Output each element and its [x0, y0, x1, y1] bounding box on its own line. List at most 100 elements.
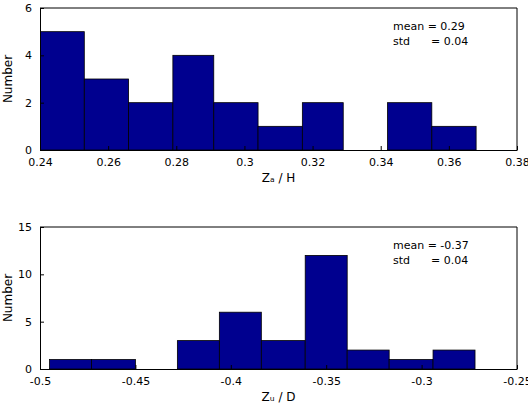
tick: 6 [25, 2, 44, 15]
tick-mark [231, 365, 232, 369]
tick: -0.4 [221, 365, 242, 388]
tick: 0 [25, 144, 44, 157]
tick-mark [40, 369, 44, 370]
tick-label: -0.3 [411, 375, 432, 388]
bar [50, 360, 92, 369]
tick-mark [40, 274, 44, 275]
tick-label: 4 [25, 49, 32, 62]
tick: 0.36 [437, 146, 462, 169]
bar [432, 126, 476, 150]
axis-line [40, 9, 41, 151]
tick-label: 0.26 [96, 156, 121, 169]
bar [305, 255, 347, 369]
tick-label: 6 [25, 2, 32, 15]
bar [433, 350, 475, 369]
annotation: mean = 0.29 [393, 20, 465, 33]
axis-line [40, 228, 41, 370]
tick-label: 0.32 [301, 156, 326, 169]
tick: 10 [18, 268, 44, 281]
tick-mark [40, 8, 44, 9]
tick-label: 0.24 [28, 156, 53, 169]
tick: -0.3 [411, 365, 432, 388]
tick: 0.3 [236, 146, 254, 169]
tick-label: 0.3 [236, 156, 254, 169]
bar [173, 55, 214, 150]
frame [517, 227, 518, 369]
y-axis-title: Number [1, 55, 15, 103]
bar [219, 312, 261, 369]
tick: 4 [25, 49, 44, 62]
bar [40, 32, 84, 150]
tick: 0.28 [165, 146, 190, 169]
tick: 0 [25, 363, 44, 376]
tick: -0.35 [312, 365, 340, 388]
tick-label: 2 [25, 97, 32, 110]
chart: -0.5-0.45-0.4-0.35-0.3-0.25051015Zᵤ / DN… [1, 221, 528, 404]
bar [389, 360, 433, 369]
bars [40, 32, 476, 150]
bar [302, 103, 343, 150]
tick: 2 [25, 97, 44, 110]
y-axis-title: Number [1, 274, 15, 322]
tick-mark [244, 146, 245, 150]
tick-label: -0.5 [30, 375, 51, 388]
tick-label: 15 [18, 221, 32, 234]
frame [517, 8, 518, 150]
bar [92, 360, 136, 369]
tick-mark [40, 322, 44, 323]
frame [40, 227, 517, 228]
tick-mark [40, 55, 44, 56]
tick-mark [40, 150, 44, 151]
tick-label: 5 [25, 316, 32, 329]
annotation: std = 0.04 [393, 254, 468, 267]
tick: -0.25 [503, 365, 528, 388]
annotation: std = 0.04 [393, 35, 468, 48]
bars [50, 255, 475, 369]
tick-mark [449, 146, 450, 150]
tick: 15 [18, 221, 44, 234]
tick-mark [326, 365, 327, 369]
tick-mark [517, 146, 518, 150]
bar [129, 103, 173, 150]
tick-label: -0.25 [503, 375, 528, 388]
tick-label: 0.36 [437, 156, 462, 169]
bar [214, 103, 258, 150]
tick-mark [135, 365, 136, 369]
tick: 5 [25, 316, 44, 329]
tick-label: -0.35 [312, 375, 340, 388]
tick-label: 0.28 [165, 156, 190, 169]
x-axis-title: Zₐ / H [262, 171, 296, 185]
tick-mark [40, 103, 44, 104]
x-axis-title: Zᵤ / D [262, 390, 296, 404]
axis-line [41, 150, 518, 151]
bar [84, 79, 128, 150]
bar [177, 341, 219, 369]
tick-mark [40, 227, 44, 228]
chart: 0.24 0.26 0.28 0.3 0.32 0.34 0.36 0.38 0 2 4 6 Zₐ / … [1, 2, 528, 185]
tick-mark [422, 365, 423, 369]
tick-label: 0 [25, 144, 32, 157]
bar [261, 341, 305, 369]
tick-label: 0 [25, 363, 32, 376]
bar [347, 350, 389, 369]
tick-mark [381, 146, 382, 150]
y-axis: 0 5 10 15 [18, 221, 44, 376]
y-axis: 0 2 4 6 [25, 2, 44, 157]
bar [258, 126, 302, 150]
annotation: mean = -0.37 [393, 239, 469, 252]
tick-label: 0.34 [369, 156, 394, 169]
tick: 0.26 [96, 146, 121, 169]
x-axis: 0.24 0.26 0.28 0.3 0.32 0.34 0.36 0.38 [28, 146, 528, 169]
axis-line [41, 369, 518, 370]
tick-label: 0.38 [505, 156, 528, 169]
bar [135, 369, 177, 370]
tick: 0.34 [369, 146, 394, 169]
frame [40, 8, 517, 9]
tick: 0.38 [505, 146, 528, 169]
tick-mark [108, 146, 109, 150]
tick-label: 10 [18, 268, 32, 281]
x-axis: -0.5-0.45-0.4-0.35-0.3-0.25 [30, 365, 528, 388]
tick-mark [517, 365, 518, 369]
bar [388, 103, 432, 150]
tick-label: -0.4 [221, 375, 242, 388]
